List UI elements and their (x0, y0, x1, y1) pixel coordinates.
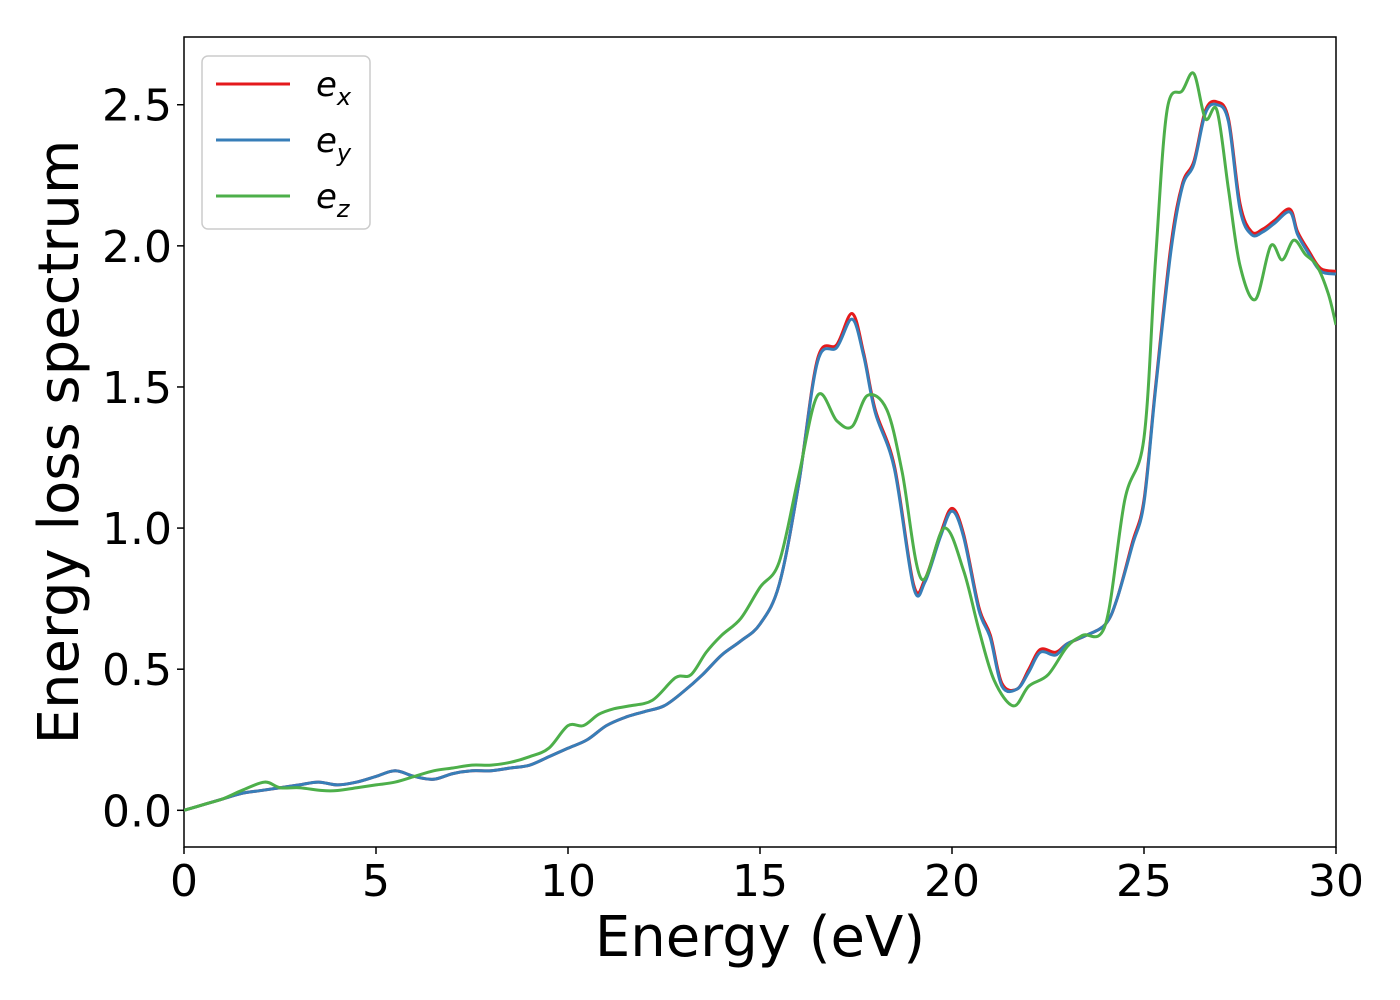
y-tick-label: 2.5 (102, 81, 172, 132)
x-tick-label: 10 (540, 856, 596, 907)
legend-label-x: ex (316, 65, 352, 111)
y-axis: 0.0 0.5 1.0 1.5 2.0 2.5 (102, 81, 184, 837)
legend: ex ey ez (201, 55, 371, 230)
y-tick-label: 0.5 (102, 645, 172, 696)
legend-box (201, 55, 371, 230)
legend-label-y: ey (316, 121, 352, 167)
y-tick-label: 0.0 (102, 786, 172, 837)
x-tick-label: 20 (924, 856, 980, 907)
x-tick-label: 5 (362, 856, 390, 907)
x-axis: 0 5 10 15 20 25 30 (170, 847, 1364, 907)
x-tick-label: 0 (170, 856, 198, 907)
x-axis-title: Energy (eV) (595, 905, 925, 970)
series-layer (184, 71, 1336, 812)
y-axis-title: Energy loss spectrum (27, 140, 92, 745)
y-tick-label: 2.0 (102, 222, 172, 273)
x-tick-label: 15 (732, 856, 788, 907)
legend-label-z: ez (316, 177, 351, 223)
y-tick-label: 1.5 (102, 363, 172, 414)
x-tick-label: 25 (1116, 856, 1172, 907)
y-tick-label: 1.0 (102, 504, 172, 555)
x-tick-label: 30 (1308, 856, 1364, 907)
series-line-z (184, 71, 1336, 812)
series-line-y (184, 102, 1336, 812)
